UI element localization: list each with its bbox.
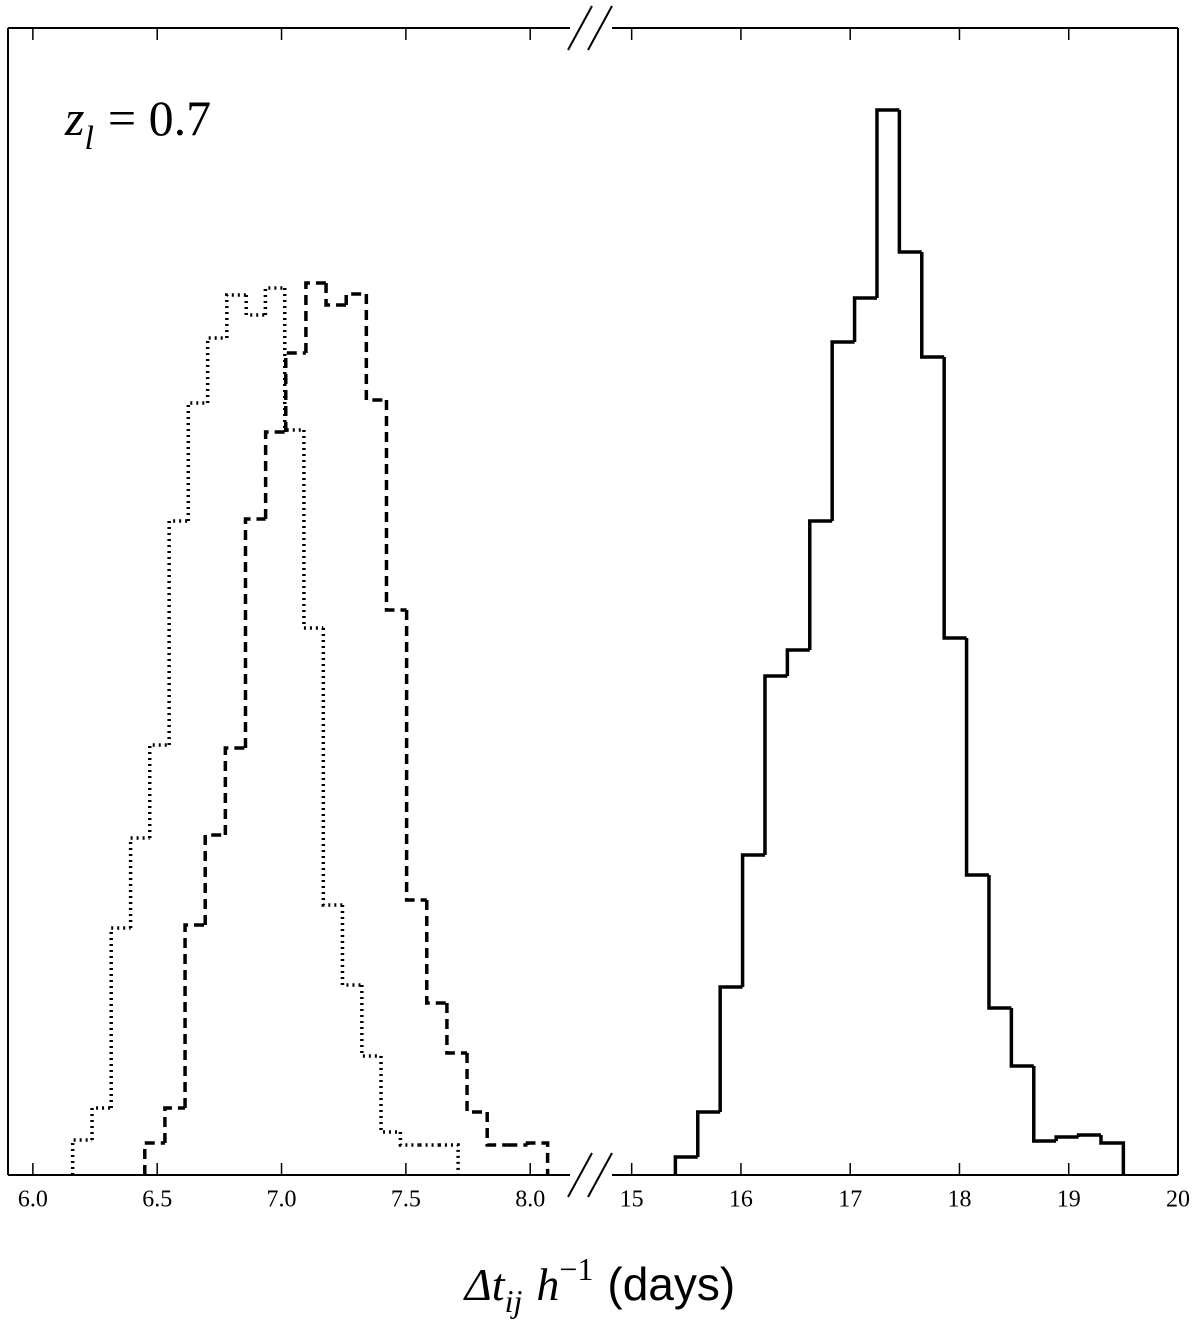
- histogram-step: [384, 400, 407, 612]
- x-tick-label: 8.0: [515, 1187, 545, 1213]
- histogram-step: [785, 648, 810, 676]
- histogram-step: [344, 292, 367, 305]
- axis-break: [567, 5, 613, 1198]
- histogram-step: [897, 110, 922, 254]
- histogram-step: [808, 519, 833, 650]
- x-tick-label: 6.5: [142, 1187, 172, 1213]
- histogram-step: [324, 283, 347, 307]
- histogram-step: [942, 357, 967, 640]
- histogram-step: [404, 610, 427, 902]
- break-mark: [587, 5, 613, 51]
- x-label-part: Δt: [463, 1259, 506, 1310]
- histogram-step: [875, 108, 900, 298]
- histogram-step: [673, 1155, 698, 1175]
- annotation: zl = 0.7: [64, 90, 211, 157]
- x-tick-label: 17: [838, 1187, 862, 1213]
- histogram-step: [283, 288, 304, 432]
- x-tick-label: 15: [620, 1187, 644, 1213]
- histogram-step: [1054, 1135, 1079, 1141]
- x-tick-label: 19: [1057, 1187, 1081, 1213]
- histogram-step: [740, 853, 765, 987]
- x-axis-label: Δtij h−1 (days): [463, 1251, 735, 1319]
- histogram-step: [244, 295, 266, 317]
- histogram-step: [920, 252, 945, 359]
- x-tick-label: 6.0: [18, 1187, 48, 1213]
- histogram-step: [830, 340, 855, 521]
- histogram-step: [263, 286, 285, 315]
- histogram-step: [284, 351, 306, 432]
- histogram-step: [205, 336, 227, 403]
- x-tick-label: 7.5: [391, 1187, 421, 1213]
- histogram-step: [1076, 1133, 1101, 1137]
- histogram-step: [167, 519, 189, 745]
- histogram-step: [379, 1056, 401, 1134]
- histogram-step: [964, 638, 989, 877]
- histogram-step: [225, 293, 247, 338]
- histogram-step: [263, 430, 286, 519]
- histogram-step: [183, 923, 206, 1108]
- histogram-step: [485, 1112, 508, 1147]
- histogram-step: [302, 430, 324, 630]
- histogram-step: [987, 875, 1012, 1010]
- histogram-step: [243, 517, 266, 748]
- histogram-step: [525, 1141, 550, 1175]
- histogram-step: [1032, 1066, 1057, 1143]
- histogram-step: [425, 900, 447, 1005]
- histogram-step: [90, 1106, 112, 1140]
- histogram-step: [223, 746, 246, 835]
- histogram-step: [340, 905, 362, 987]
- annotation-part: l: [84, 120, 93, 157]
- histogram-step: [696, 1110, 721, 1157]
- x-tick-label: 20: [1166, 1187, 1190, 1213]
- histogram-step: [163, 1106, 186, 1143]
- x-tick-label: 18: [947, 1187, 971, 1213]
- histogram-step: [398, 1132, 420, 1147]
- break-mark: [587, 1152, 613, 1198]
- histogram-step: [360, 985, 382, 1058]
- histogram-step: [186, 401, 208, 521]
- break-mark: [567, 1152, 593, 1198]
- histogram-step: [1099, 1135, 1126, 1175]
- histogram-step: [304, 281, 327, 353]
- histogram-step: [364, 294, 387, 402]
- x-label-part: −1: [559, 1251, 593, 1287]
- histogram-step: [445, 1003, 468, 1055]
- annotation-part: = 0.7: [108, 90, 211, 146]
- break-mark: [567, 5, 593, 51]
- histogram-step: [143, 1141, 165, 1175]
- annotation-part: z: [64, 90, 84, 146]
- histogram-step: [1009, 1008, 1034, 1068]
- histogram-step: [70, 1138, 93, 1175]
- x-label-part: h: [536, 1259, 559, 1310]
- histogram-step: [763, 674, 788, 855]
- histogram-step: [147, 743, 170, 838]
- histogram-step: [718, 985, 743, 1112]
- histogram-step: [109, 926, 131, 1108]
- x-label-part: ij: [505, 1283, 523, 1319]
- x-tick-label: 16: [729, 1187, 753, 1213]
- histogram-step: [321, 628, 343, 907]
- histogram-step: [438, 1143, 460, 1175]
- histogram-step: [465, 1053, 488, 1114]
- x-tick-label: 7.0: [267, 1187, 297, 1213]
- histogram-step: [203, 833, 226, 925]
- histogram-step: [852, 296, 877, 342]
- x-label-part: (days): [607, 1258, 735, 1310]
- histogram-step: [128, 836, 150, 928]
